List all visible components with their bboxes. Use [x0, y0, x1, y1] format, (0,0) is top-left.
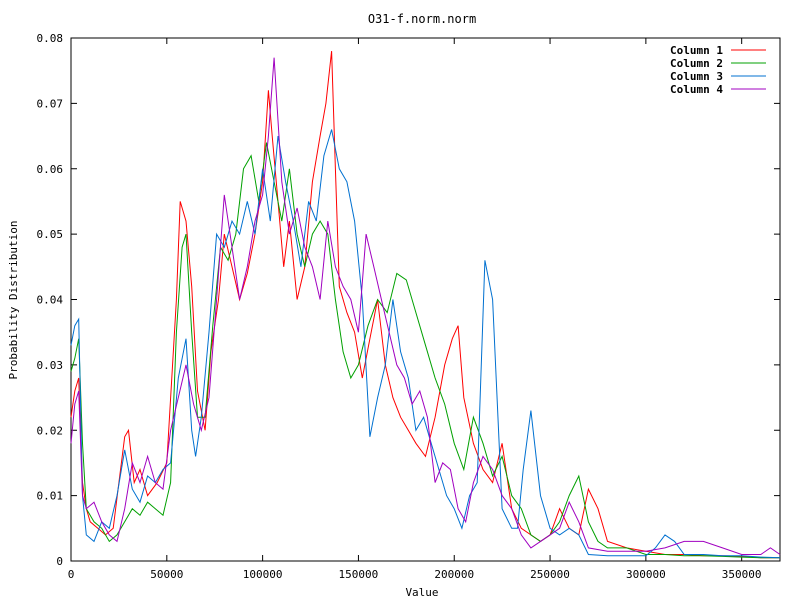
x-tick-label: 0	[68, 568, 75, 581]
series-line-column-4	[70, 57, 781, 555]
legend-label-column-3: Column 3	[670, 70, 723, 83]
series-line-column-3	[70, 129, 781, 559]
x-axis-label: Value	[405, 586, 438, 599]
series-line-column-1	[70, 51, 780, 559]
x-tick-label: 150000	[339, 568, 379, 581]
y-tick-label: 0.04	[37, 294, 64, 307]
y-axis-label: Probability Distribution	[7, 221, 20, 380]
y-tick-label: 0.01	[37, 490, 64, 503]
y-tick-label: 0	[56, 555, 63, 568]
x-tick-label: 50000	[150, 568, 183, 581]
y-tick-label: 0.07	[37, 97, 64, 110]
y-tick-label: 0.06	[37, 163, 64, 176]
x-tick-label: 200000	[434, 568, 474, 581]
y-tick-label: 0.08	[37, 32, 64, 45]
x-tick-label: 350000	[722, 568, 762, 581]
legend-label-column-1: Column 1	[670, 44, 723, 57]
x-tick-label: 250000	[530, 568, 570, 581]
legend-label-column-2: Column 2	[670, 57, 723, 70]
y-tick-label: 0.03	[37, 359, 64, 372]
axis-ticks: 0 50000 100000 150000 200000 250000 300000 3500…	[37, 32, 780, 581]
y-tick-label: 0.02	[37, 424, 64, 437]
series-layer	[70, 51, 781, 559]
x-tick-label: 300000	[626, 568, 666, 581]
legend-label-column-4: Column 4	[670, 83, 723, 96]
y-tick-label: 0.05	[37, 228, 64, 241]
plot-frame	[70, 37, 781, 562]
series-line-column-2	[70, 142, 780, 559]
chart-title: O31-f.norm.norm	[368, 12, 476, 26]
x-tick-label: 100000	[243, 568, 283, 581]
